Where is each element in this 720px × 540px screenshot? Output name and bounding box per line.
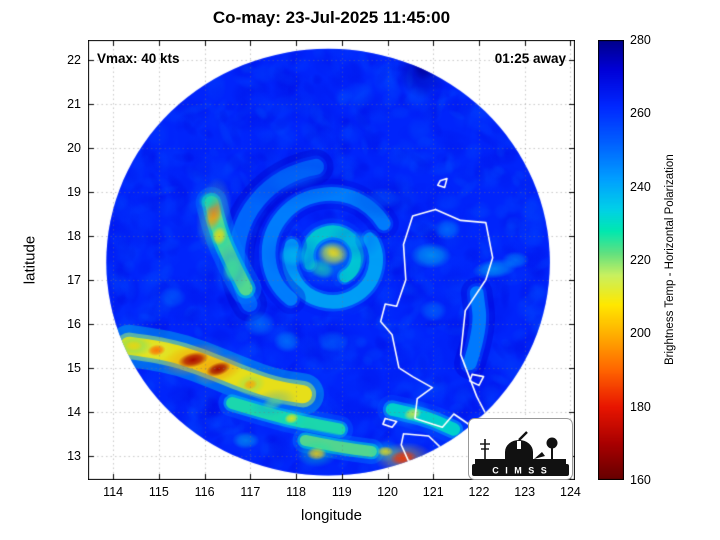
y-tick-label: 20 bbox=[67, 140, 81, 155]
satellite-canvas bbox=[88, 40, 575, 480]
eta-annotation: 01:25 away bbox=[494, 51, 566, 66]
y-tick-label: 17 bbox=[67, 272, 81, 287]
colorbar-label: Brightness Temp - Horizontal Polarizatio… bbox=[664, 154, 676, 366]
x-tick-label: 117 bbox=[240, 485, 261, 499]
y-tick-label: 14 bbox=[67, 404, 81, 419]
colorbar-tick-label: 200 bbox=[630, 326, 651, 341]
colorbar-tick-label: 180 bbox=[630, 399, 651, 414]
colorbar-tick-label: 220 bbox=[630, 253, 651, 267]
y-tick-label: 19 bbox=[67, 184, 81, 199]
y-tick-label: 13 bbox=[67, 448, 81, 463]
x-tick-label: 119 bbox=[331, 485, 352, 499]
cimss-logo-text: C I M S S bbox=[492, 466, 549, 476]
x-tick-label: 116 bbox=[194, 485, 215, 499]
vmax-annotation: Vmax: 40 kts bbox=[97, 51, 180, 66]
y-tick-label: 15 bbox=[67, 360, 81, 375]
y-tick-label: 22 bbox=[67, 52, 81, 67]
colorbar: 160 180 200 220 240 260 280 bbox=[598, 33, 651, 487]
plot-area: Vmax: 40 kts 01:25 away 114 115 116 117 118 1… bbox=[67, 40, 581, 499]
y-tick-label: 18 bbox=[67, 228, 81, 243]
colorbar-gradient bbox=[598, 40, 624, 480]
x-tick-label: 115 bbox=[148, 485, 169, 499]
x-tick-label: 114 bbox=[103, 485, 124, 499]
x-tick-label: 122 bbox=[468, 485, 490, 499]
colorbar-tick-label: 240 bbox=[630, 179, 651, 194]
y-tick-label: 21 bbox=[67, 96, 81, 111]
x-tick-label: 118 bbox=[286, 485, 307, 499]
x-tick-label: 123 bbox=[514, 485, 536, 499]
x-tick-label: 124 bbox=[559, 485, 581, 499]
y-axis-label: latitude bbox=[21, 235, 39, 285]
cimss-logo-silhouette bbox=[475, 431, 566, 464]
colorbar-tick-label: 260 bbox=[630, 106, 651, 121]
cimss-logo: C I M S S bbox=[468, 418, 573, 480]
x-tick-label: 121 bbox=[422, 485, 444, 499]
colorbar-tick-label: 280 bbox=[630, 33, 651, 47]
colorbar-tick-label: 160 bbox=[630, 473, 651, 487]
y-tick-label: 16 bbox=[67, 316, 81, 331]
x-axis-label: longitude bbox=[301, 507, 362, 524]
x-tick-label: 120 bbox=[377, 485, 398, 499]
plot-title: Co-may: 23-Jul-2025 11:45:00 bbox=[212, 8, 451, 27]
